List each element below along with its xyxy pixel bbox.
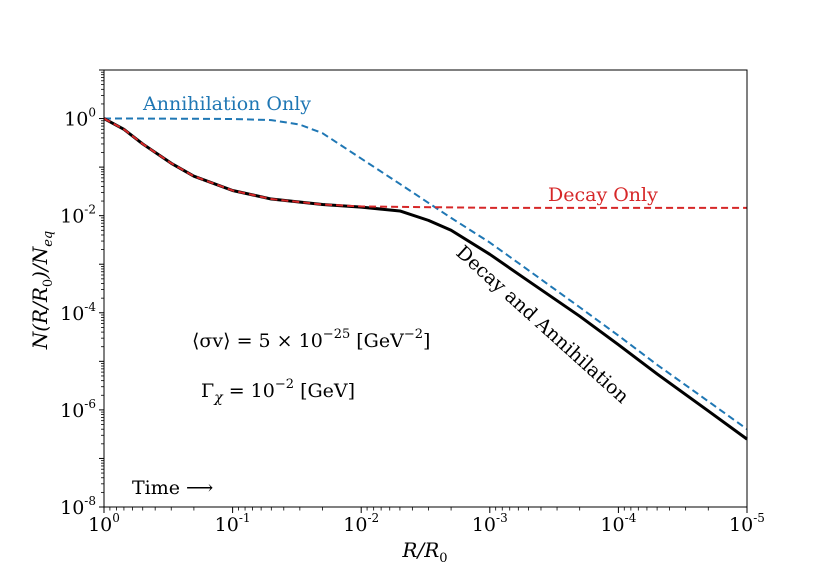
cross-section-lhs: ⟨σv⟩ = 5 × 10 [192, 330, 323, 352]
x-tick-label: 10-4 [600, 511, 636, 536]
tick-layer: 100 10-1 10-2 10-3 10-4 10-5 100 10-2 10-4 10-6 10… [60, 69, 765, 536]
x-axis-label: R/R0 [401, 538, 447, 566]
series-line-decay-only [103, 117, 747, 209]
decay-width-unit: [GeV] [294, 380, 355, 402]
x-tick-label: 10-1 [215, 511, 251, 536]
y-axis-label-main: N(R/R [28, 287, 52, 350]
y-tick-label: 10-2 [60, 203, 96, 228]
plot-frame [103, 69, 748, 508]
time-arrow-label: Time ⟶ [132, 477, 213, 499]
x-tick-label: 10-5 [729, 511, 765, 536]
y-axis-label: N(R/R0)/Neq [28, 231, 56, 351]
series-layer [103, 117, 748, 441]
x-tick-label: 10-2 [343, 511, 379, 536]
annihilation-only-label: Annihilation Only [142, 93, 311, 115]
x-axis-label-main: R/R [401, 538, 439, 562]
y-tick-label: 10-4 [60, 300, 96, 325]
decay-width-subscript: χ [213, 390, 224, 406]
y-tick-label: 100 [64, 106, 96, 131]
y-axis-label-sub2: eq [41, 231, 56, 247]
decay-width-gamma: Γ [201, 380, 214, 402]
cross-section-unit-exponent: −2 [404, 327, 423, 342]
decay-width-annotation: Γχ = 10−2 [GeV] [201, 377, 355, 406]
x-axis-label-sub: 0 [439, 551, 447, 566]
cross-section-unit: [GeV [350, 330, 404, 352]
cross-section-annotation: ⟨σv⟩ = 5 × 10−25 [GeV−2] [192, 327, 430, 352]
series-line-annihilation-only [104, 117, 748, 431]
x-tick-label: 100 [88, 511, 120, 536]
y-axis-label-sub: 0 [41, 279, 56, 287]
decay-only-label: Decay Only [548, 184, 658, 206]
y-tick-label: 10-6 [60, 397, 96, 422]
x-tick-label: 10-3 [472, 511, 508, 536]
cross-section-unit-end: ] [423, 330, 430, 352]
decay-width-exponent: −2 [275, 377, 294, 392]
cross-section-exponent: −25 [323, 327, 350, 342]
decay-width-mid: = 10 [223, 380, 275, 402]
y-axis-label-tail: )/N [28, 245, 52, 280]
y-tick-label: 10-8 [60, 494, 96, 519]
